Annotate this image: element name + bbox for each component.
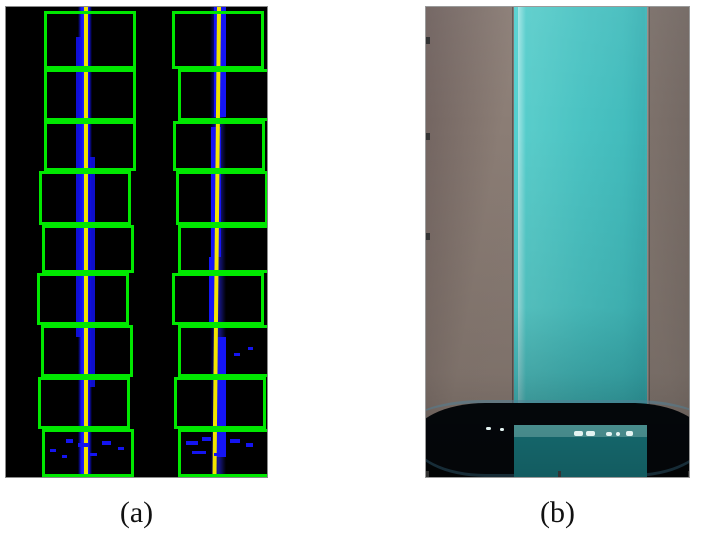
- panel-b-caption: (b): [540, 496, 575, 529]
- sheet-highlight: [518, 7, 526, 447]
- detection-box: [38, 377, 130, 429]
- panel-b-photo: [425, 6, 690, 478]
- pool-rim-highlight: [426, 400, 689, 444]
- edge-speckle: [50, 449, 56, 452]
- edge-speckle: [202, 437, 211, 441]
- edge-speckle: [102, 441, 111, 445]
- edge-speckle: [248, 347, 253, 350]
- edge-speckle: [214, 453, 220, 456]
- edge-speckle: [62, 455, 67, 458]
- impact-highlight-dot: [574, 431, 583, 436]
- right-edge-blob-4: [216, 337, 226, 457]
- left-centerline: [84, 7, 88, 477]
- impact-highlight-dot: [500, 428, 504, 431]
- edge-speckle: [66, 439, 73, 443]
- axis-ticks-layer: [426, 7, 689, 477]
- detection-box: [178, 325, 267, 377]
- impact-highlights-layer: [426, 7, 689, 477]
- detection-box: [173, 121, 265, 171]
- detection-boxes-layer: [6, 7, 267, 477]
- panel-a-canvas: [6, 7, 267, 477]
- detection-box: [44, 11, 136, 69]
- detection-box: [176, 171, 267, 225]
- panel-a-image: [5, 6, 268, 478]
- detection-box: [44, 69, 136, 121]
- impact-highlight-dot: [606, 432, 612, 436]
- edge-speckle: [186, 441, 198, 445]
- axis-tick-left: [426, 133, 430, 140]
- detection-box: [42, 429, 134, 477]
- panel-a-caption: (a): [119, 496, 154, 529]
- edge-speckle: [246, 443, 253, 447]
- detection-box: [44, 121, 136, 171]
- axis-tick-bottom: [688, 471, 689, 477]
- axis-tick-left: [426, 37, 430, 44]
- edge-speckle: [192, 451, 206, 454]
- sheet-edge-right: [645, 7, 650, 427]
- detection-box: [41, 325, 133, 377]
- edge-speckle: [78, 443, 88, 447]
- detection-box: [37, 273, 129, 325]
- impact-highlight-dot: [616, 432, 620, 436]
- impact-highlight-dot: [626, 431, 633, 436]
- edge-speckle: [234, 353, 240, 356]
- sheet-submerged-part: [514, 437, 647, 477]
- left-edge-pixels-jitter: [76, 37, 82, 337]
- detection-box: [174, 377, 266, 429]
- edge-speckle: [230, 439, 240, 443]
- detection-box: [178, 225, 267, 273]
- impact-highlight-dot: [486, 427, 491, 430]
- liquid-sheet: [514, 7, 647, 467]
- impact-highlight-dot: [586, 431, 595, 436]
- axis-tick-left: [426, 233, 430, 240]
- detection-box: [42, 225, 134, 273]
- axis-tick-bottom: [558, 471, 561, 477]
- detection-box: [178, 69, 267, 121]
- detection-box: [178, 429, 267, 477]
- detection-box: [172, 273, 264, 325]
- detection-box: [172, 11, 264, 69]
- detection-box: [39, 171, 131, 225]
- photo-vignette: [426, 7, 689, 477]
- edge-speckle: [118, 447, 124, 450]
- axis-tick-bottom: [426, 471, 429, 477]
- edge-speckle: [90, 453, 97, 456]
